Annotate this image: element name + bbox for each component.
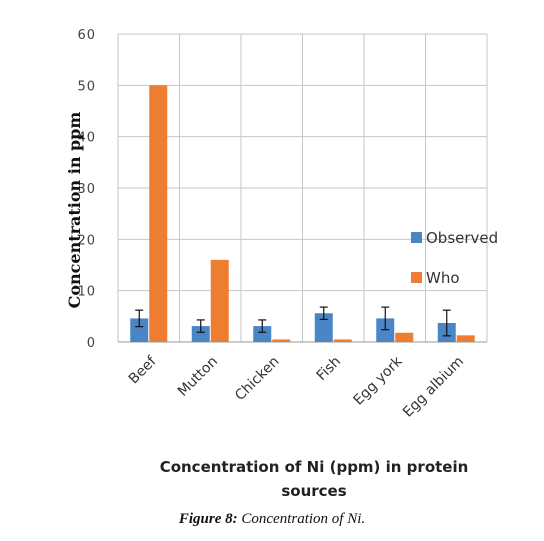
x-axis-label-line1: Concentration of Ni (ppm) in protein [160, 458, 469, 476]
y-tick-label-4: 40 [77, 131, 96, 146]
y-tick-labels: 0 10 20 30 40 50 60 [77, 28, 96, 351]
legend-label-who: Who [426, 269, 460, 287]
legend-swatch-who [411, 272, 422, 283]
bar-who-4 [395, 332, 414, 342]
bar-who-2 [272, 339, 291, 342]
category-label-0: Beef [126, 353, 161, 388]
bar-who-5 [456, 335, 475, 342]
bars [130, 85, 475, 342]
legend-label-observed: Observed [426, 229, 498, 247]
caption-text: Concentration of Ni. [237, 511, 366, 527]
legend-swatch-observed [411, 232, 422, 243]
category-label-1: Mutton [175, 354, 221, 400]
y-tick-label-6: 60 [77, 28, 96, 43]
bar-who-0 [149, 85, 168, 342]
y-tick-label-5: 50 [77, 79, 96, 94]
gridlines [117, 33, 488, 343]
bar-observed-3 [314, 313, 333, 342]
chart: 0 10 20 30 40 50 60 Beef Mutton Chicken Fish Egg y… [65, 28, 498, 500]
bar-who-3 [333, 339, 352, 342]
legend: Observed Who [411, 229, 498, 287]
figure-caption: Figure 8: Concentration of Ni. [0, 511, 544, 528]
bar-observed-2 [253, 326, 272, 342]
bar-observed-1 [191, 326, 210, 342]
x-axis-label-line2: sources [281, 482, 346, 500]
caption-label: Figure 8: [178, 511, 238, 527]
y-tick-label-2: 20 [77, 233, 96, 248]
y-tick-label-0: 0 [87, 336, 96, 351]
bar-observed-0 [130, 318, 149, 342]
bar-who-1 [210, 259, 229, 342]
y-tick-label-3: 30 [77, 182, 96, 197]
category-label-4: Egg york [351, 353, 407, 409]
category-label-2: Chicken [232, 354, 282, 404]
y-axis-label: Concentration in ppm [65, 112, 84, 309]
y-tick-label-1: 10 [77, 285, 96, 300]
category-label-5: Egg albium [400, 354, 467, 421]
category-label-3: Fish [314, 354, 344, 384]
